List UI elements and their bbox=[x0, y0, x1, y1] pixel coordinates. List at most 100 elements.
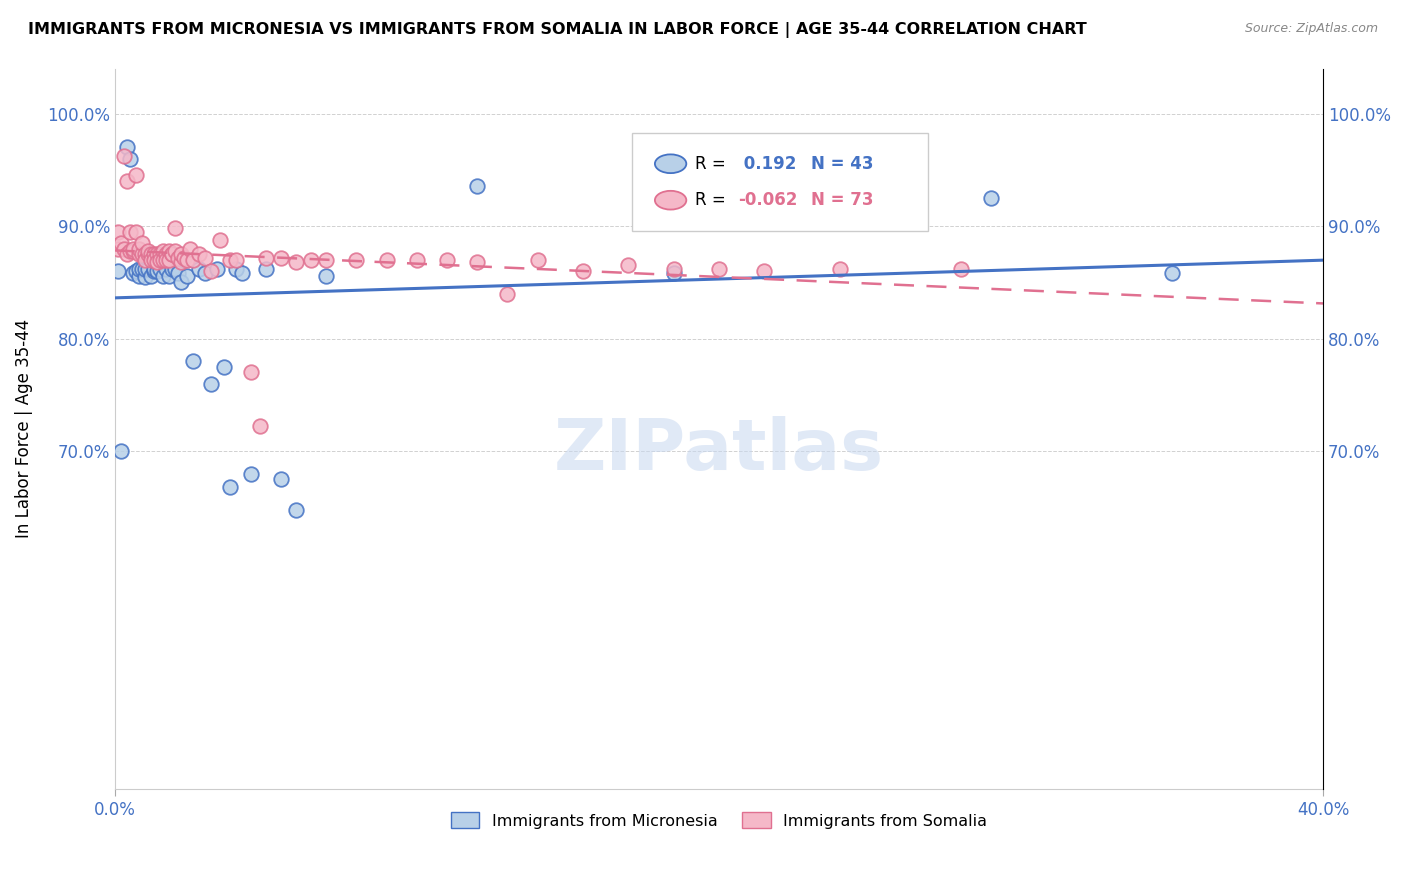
Point bbox=[107, 225, 129, 239]
Point bbox=[149, 247, 172, 261]
Point bbox=[254, 261, 277, 276]
Point bbox=[980, 191, 1002, 205]
Point bbox=[285, 255, 308, 269]
Point bbox=[754, 264, 776, 278]
Point bbox=[200, 264, 222, 278]
Point bbox=[285, 502, 308, 516]
Point bbox=[299, 252, 322, 267]
Point bbox=[436, 252, 458, 267]
Point bbox=[115, 140, 138, 154]
Point bbox=[115, 174, 138, 188]
Point bbox=[170, 276, 193, 290]
Point bbox=[122, 242, 145, 256]
Point bbox=[165, 221, 187, 235]
Point bbox=[136, 261, 159, 276]
Point bbox=[526, 252, 548, 267]
Point bbox=[134, 252, 156, 267]
Point bbox=[200, 376, 222, 391]
Point bbox=[465, 255, 488, 269]
Point bbox=[118, 152, 141, 166]
Point bbox=[181, 252, 204, 267]
Point bbox=[160, 247, 183, 261]
Point bbox=[134, 247, 156, 261]
Point bbox=[112, 149, 135, 163]
Point bbox=[465, 178, 488, 193]
Point bbox=[315, 268, 337, 283]
Point bbox=[173, 251, 195, 265]
Point bbox=[188, 261, 211, 276]
Point bbox=[131, 235, 153, 250]
Point bbox=[152, 252, 174, 267]
Point bbox=[225, 252, 247, 267]
Point bbox=[128, 268, 150, 283]
Point bbox=[662, 266, 685, 280]
Point bbox=[146, 247, 169, 261]
Point bbox=[270, 472, 292, 486]
Point bbox=[122, 244, 145, 258]
Point bbox=[131, 247, 153, 261]
Point bbox=[218, 252, 240, 267]
Point bbox=[118, 244, 141, 258]
Point bbox=[139, 268, 162, 283]
Point bbox=[155, 247, 177, 261]
Point bbox=[107, 264, 129, 278]
Circle shape bbox=[655, 154, 686, 173]
Point bbox=[218, 480, 240, 494]
Point bbox=[157, 244, 180, 258]
Point bbox=[125, 169, 148, 183]
Point bbox=[143, 252, 166, 267]
Point bbox=[707, 261, 730, 276]
Point bbox=[207, 261, 229, 276]
Point bbox=[176, 268, 198, 283]
Y-axis label: In Labor Force | Age 35-44: In Labor Force | Age 35-44 bbox=[15, 319, 32, 538]
FancyBboxPatch shape bbox=[631, 133, 928, 231]
Text: -0.062: -0.062 bbox=[738, 191, 797, 210]
Point bbox=[146, 255, 169, 269]
Point bbox=[149, 261, 172, 276]
Point bbox=[149, 252, 172, 267]
Point bbox=[828, 261, 851, 276]
Point bbox=[134, 269, 156, 284]
Point bbox=[112, 242, 135, 256]
Point bbox=[270, 251, 292, 265]
Point bbox=[249, 419, 271, 434]
Point bbox=[170, 255, 193, 269]
Point bbox=[143, 247, 166, 261]
Point bbox=[139, 247, 162, 261]
Point bbox=[167, 251, 190, 265]
Point bbox=[143, 261, 166, 276]
Point bbox=[496, 286, 519, 301]
Point bbox=[155, 261, 177, 276]
Point bbox=[107, 242, 129, 256]
Point bbox=[143, 264, 166, 278]
Point bbox=[157, 252, 180, 267]
Point bbox=[231, 266, 253, 280]
Point bbox=[181, 354, 204, 368]
Point bbox=[254, 251, 277, 265]
Point bbox=[110, 235, 132, 250]
Point bbox=[239, 366, 262, 380]
Point bbox=[179, 242, 201, 256]
Point bbox=[125, 264, 148, 278]
Point bbox=[1161, 266, 1184, 280]
Point bbox=[115, 247, 138, 261]
Point bbox=[949, 261, 972, 276]
Point bbox=[110, 444, 132, 458]
Circle shape bbox=[655, 191, 686, 210]
Point bbox=[157, 268, 180, 283]
Point bbox=[572, 264, 595, 278]
Point bbox=[209, 233, 232, 247]
Point bbox=[375, 252, 398, 267]
Point bbox=[160, 247, 183, 261]
Point bbox=[128, 247, 150, 261]
Point bbox=[165, 261, 187, 276]
Point bbox=[225, 261, 247, 276]
Point bbox=[139, 252, 162, 267]
Point bbox=[134, 261, 156, 276]
Point bbox=[152, 268, 174, 283]
Legend: Immigrants from Micronesia, Immigrants from Somalia: Immigrants from Micronesia, Immigrants f… bbox=[444, 805, 994, 835]
Point bbox=[188, 247, 211, 261]
Text: Source: ZipAtlas.com: Source: ZipAtlas.com bbox=[1244, 22, 1378, 36]
Point bbox=[155, 252, 177, 267]
Point bbox=[405, 252, 427, 267]
